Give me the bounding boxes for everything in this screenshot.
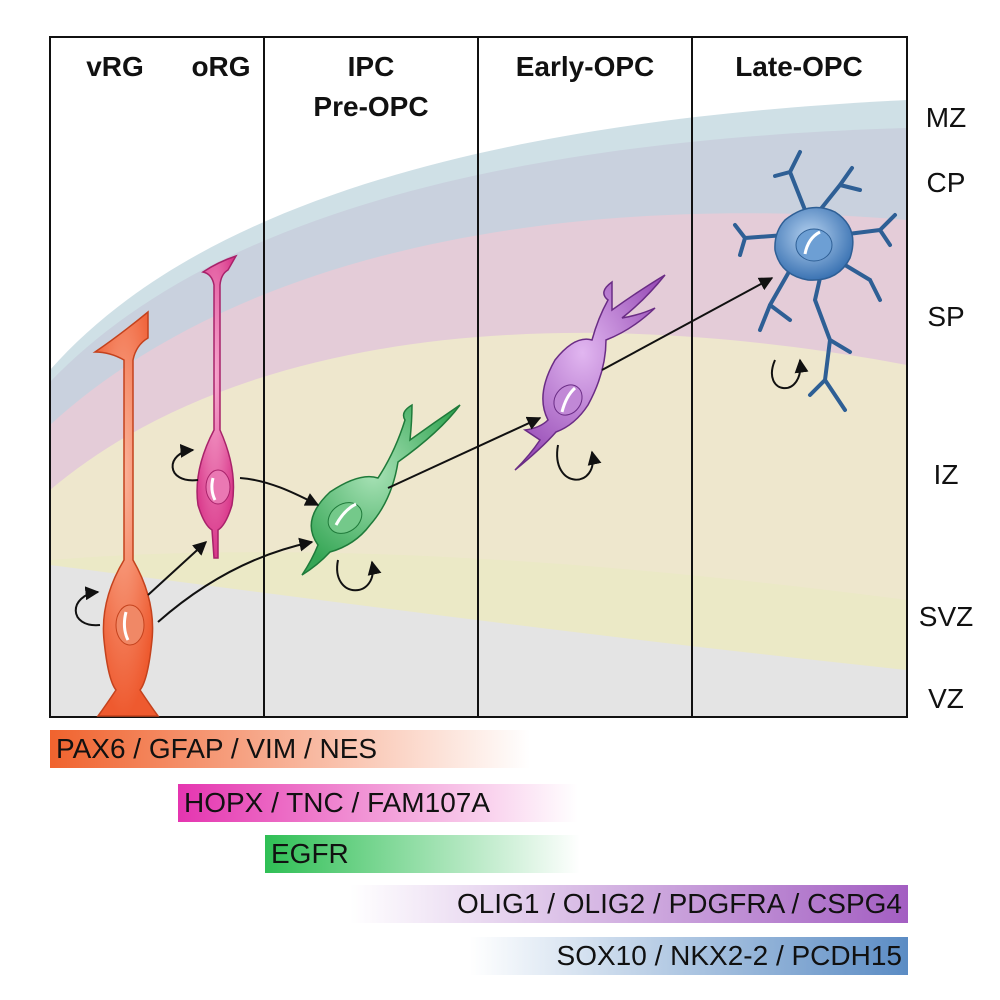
- marker-text-olig: OLIG1 / OLIG2 / PDGFRA / CSPG4: [456, 888, 902, 919]
- early-opc-cell: [514, 274, 666, 481]
- org-cell: [171, 254, 238, 559]
- stage-label-pre-opc: Pre-OPC: [313, 91, 428, 122]
- marker-text-egfr: EGFR: [271, 838, 349, 869]
- marker-bar-org: HOPX / TNC / FAM107A: [178, 784, 578, 822]
- arrow-vrg-to-pre-opc: [157, 537, 314, 623]
- stage-label-org: oRG: [191, 51, 250, 82]
- self-renewal-arrow: [770, 358, 809, 390]
- pre-opc-cell: [301, 403, 461, 592]
- stage-label-early-opc: Early-OPC: [516, 51, 655, 82]
- arrow-early-opc-to-late-opc: [601, 277, 774, 371]
- vrg-cell: [74, 310, 160, 717]
- marker-bar-sox10: SOX10 / NKX2-2 / PCDH15: [470, 937, 908, 975]
- arrow-pre-opc-to-early-opc: [387, 416, 542, 489]
- pre-opc-nucleus: [327, 502, 363, 534]
- marker-text-org: HOPX / TNC / FAM107A: [184, 787, 491, 818]
- zone-label-cp: CP: [927, 167, 966, 198]
- late-opc-cell: [733, 150, 897, 412]
- arrow-org-to-pre-opc: [239, 477, 320, 506]
- early-opc-nucleus: [553, 384, 583, 416]
- self-renewal-arrow: [556, 444, 602, 481]
- marker-text-sox10: SOX10 / NKX2-2 / PCDH15: [556, 940, 902, 971]
- zone-label-vz: VZ: [928, 683, 964, 714]
- self-renewal-arrow: [336, 559, 382, 592]
- zone-label-iz: IZ: [934, 459, 959, 490]
- stage-label-late-opc: Late-OPC: [735, 51, 863, 82]
- marker-bar-vrg: PAX6 / GFAP / VIM / NES: [50, 730, 530, 768]
- zone-label-sp: SP: [927, 301, 964, 332]
- arrow-vrg-to-org: [147, 541, 208, 596]
- zone-label-mz: MZ: [926, 102, 966, 133]
- stage-label-vrg: vRG: [86, 51, 144, 82]
- stage-label-ipc: IPC: [348, 51, 395, 82]
- zone-label-svz: SVZ: [919, 601, 973, 632]
- marker-text-vrg: PAX6 / GFAP / VIM / NES: [56, 733, 378, 764]
- self-renewal-arrow: [171, 443, 199, 482]
- vrg-nucleus: [115, 604, 145, 646]
- self-renewal-arrow: [74, 586, 101, 627]
- marker-bar-olig: OLIG1 / OLIG2 / PDGFRA / CSPG4: [350, 885, 908, 923]
- lineage-arrows: [147, 277, 774, 623]
- late-opc-nucleus: [795, 228, 833, 262]
- org-nucleus: [205, 469, 231, 505]
- marker-bar-egfr: EGFR: [265, 835, 580, 873]
